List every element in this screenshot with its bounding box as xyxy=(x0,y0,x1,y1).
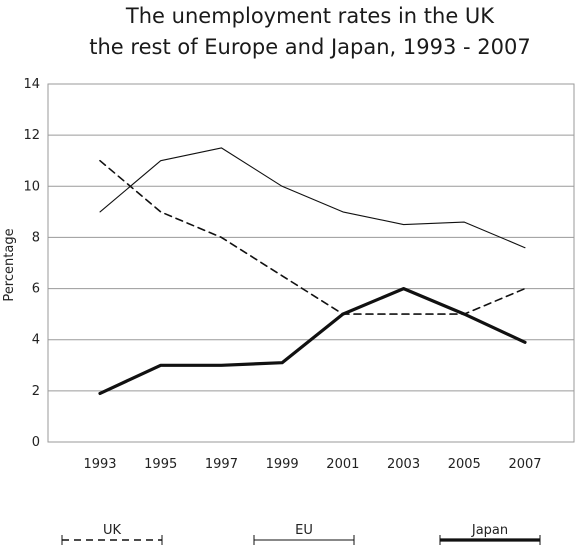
x-tick-label-1997: 1997 xyxy=(205,457,238,472)
chart-title: The unemployment rates in the UK xyxy=(125,4,495,28)
series-line-uk xyxy=(99,159,526,315)
legend-label-eu: EU xyxy=(295,523,313,538)
y-tick-label-10: 10 xyxy=(23,179,40,194)
x-tick-label-2007: 2007 xyxy=(508,457,541,472)
y-tick-label-6: 6 xyxy=(32,282,40,297)
plot-area: 0 2 4 6 8 10 12 14 1993 1995 1997 1999 2001 2003 2005 2… xyxy=(23,77,575,472)
x-tick-label-2001: 2001 xyxy=(326,457,359,472)
series-line-japan xyxy=(98,287,527,395)
y-tick-label-12: 12 xyxy=(23,128,40,143)
x-tick-label-1993: 1993 xyxy=(83,457,116,472)
legend-label-japan: Japan xyxy=(471,523,508,538)
legend: UK EU Japan xyxy=(61,523,541,545)
series-line-eu xyxy=(99,147,526,249)
y-tick-label-2: 2 xyxy=(32,384,40,399)
y-tick-label-8: 8 xyxy=(32,230,40,245)
x-tick-label-1999: 1999 xyxy=(266,457,299,472)
y-tick-label-0: 0 xyxy=(32,435,40,450)
y-tick-label-4: 4 xyxy=(32,333,40,348)
x-tick-label-2003: 2003 xyxy=(387,457,420,472)
x-tick-label-2005: 2005 xyxy=(448,457,481,472)
plot-frame xyxy=(47,83,575,443)
chart-subtitle: the rest of Europe and Japan, 1993 - 200… xyxy=(89,35,530,59)
legend-label-uk: UK xyxy=(103,523,122,538)
y-tick-label-14: 14 xyxy=(23,77,40,92)
y-axis-title: Percentage xyxy=(2,228,17,301)
x-tick-label-1995: 1995 xyxy=(144,457,177,472)
